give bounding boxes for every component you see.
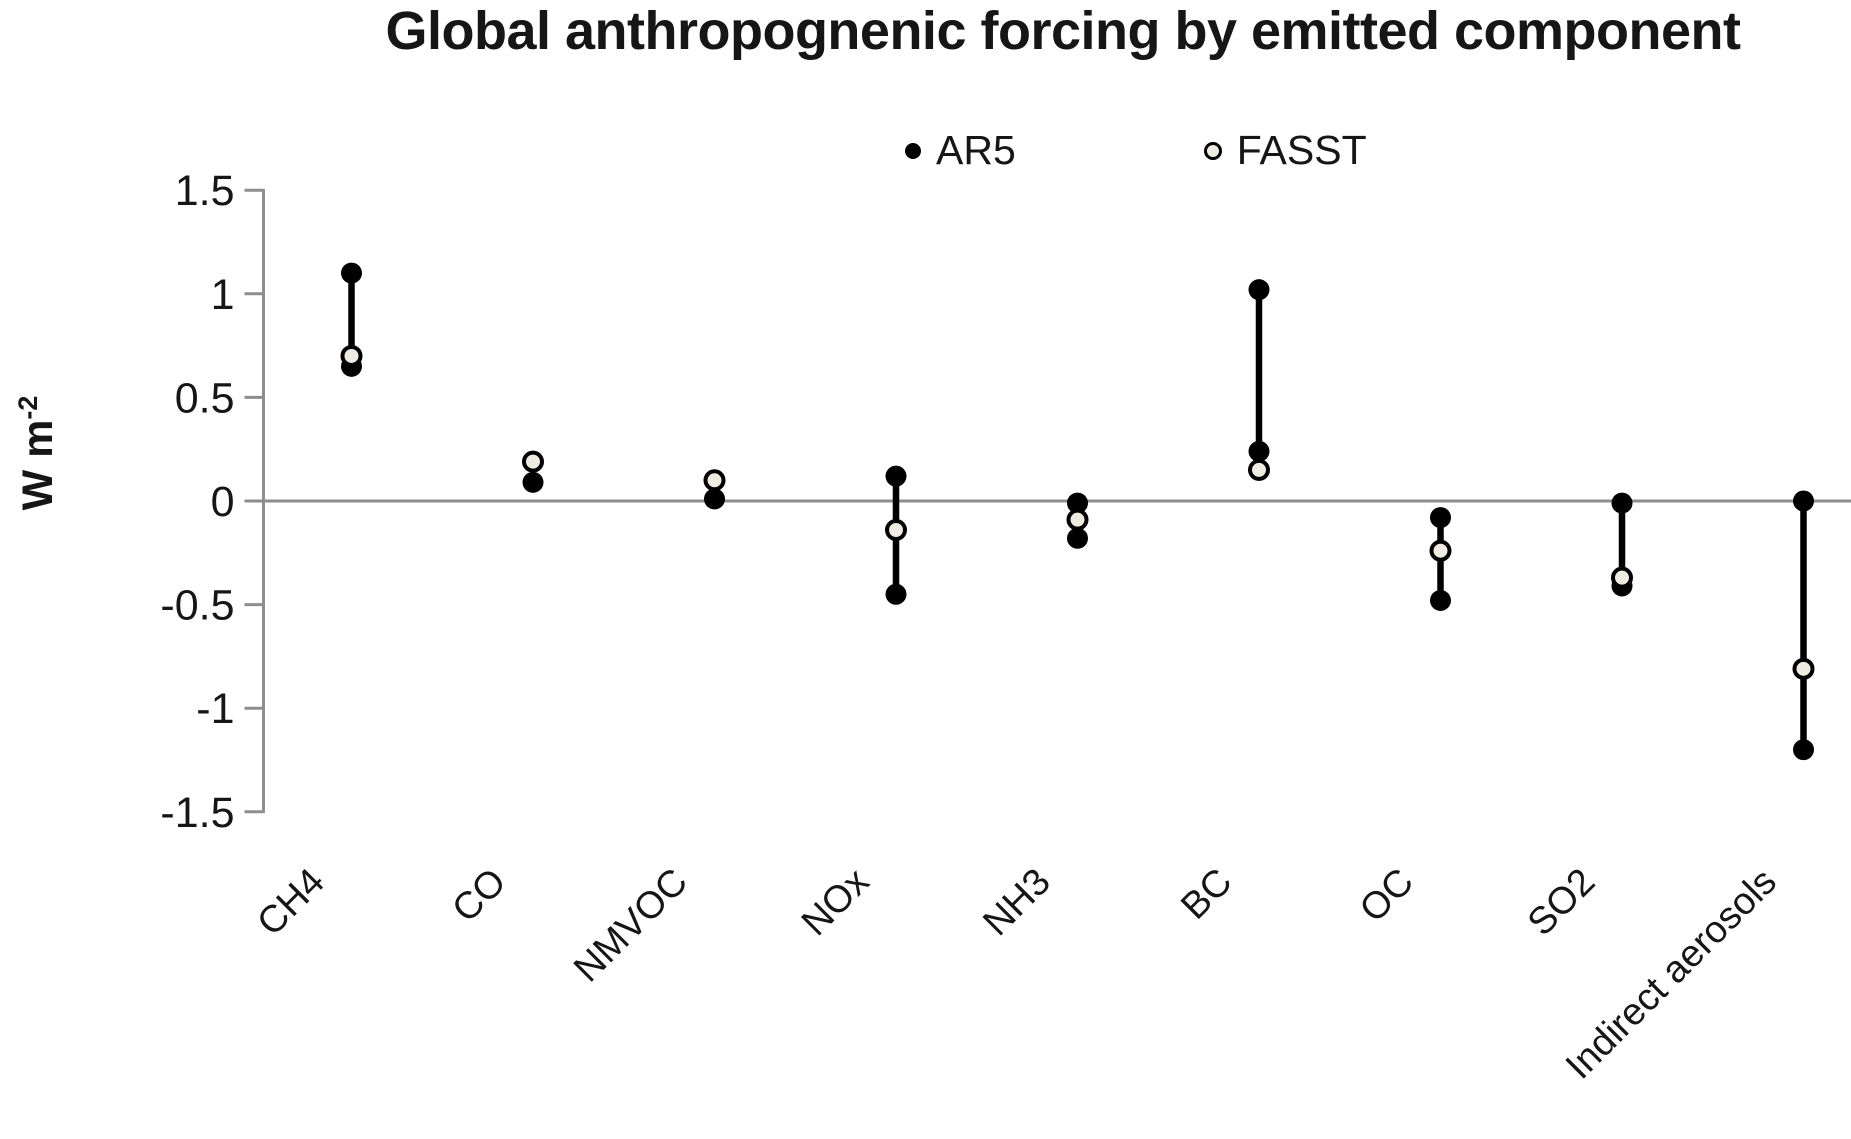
fasst-dot [1611,566,1633,589]
fasst-dot [522,450,544,473]
y-tick-label: 0 [211,478,235,526]
ar5-dot [522,471,544,493]
legend-item-fasst: FASST [1203,127,1367,173]
category-label: OC [1352,861,1422,931]
ar5-dot [1793,490,1814,512]
ar5-dot [341,262,362,284]
ar5-dot [1430,507,1451,529]
legend-item-ar5: AR5 [905,130,1016,171]
ar5-dot [1067,527,1088,549]
chart-title: Global anthropognenic forcing by emitted… [385,1,1741,61]
category-label: CH4 [249,861,332,944]
ar5-filled-dot-icon [905,142,921,159]
ar5-dot [1430,589,1451,611]
fasst-dot [340,344,363,367]
ar5-dot [885,583,907,605]
category-label: NH3 [975,861,1058,944]
y-tick-label: 0.5 [175,374,235,422]
fasst-dot [703,469,726,492]
ar5-dot [1611,492,1633,514]
ar5-dot [885,465,907,487]
fasst-dot [1792,657,1815,680]
ar5-dot [1067,492,1088,514]
y-tick-label: -1 [196,685,234,733]
ar5-dot [704,488,725,510]
ar5-dot [1248,440,1270,462]
category-label: SO2 [1520,861,1603,944]
ar5-dot [1248,279,1270,301]
y-tick-label: -1.5 [160,789,234,837]
category-label: BC [1173,861,1240,928]
fasst-dot [885,519,907,542]
y-tick-label: -0.5 [160,582,234,630]
category-label: NOx [794,861,877,944]
category-label: CO [444,861,514,931]
category-label: NMVOC [566,861,696,991]
ar5-dot [1793,739,1814,761]
fasst-dot [1248,458,1270,481]
legend: AR5 FASST [905,130,1367,171]
fasst-dot [1066,508,1089,531]
legend-label-ar5: AR5 [936,127,1016,173]
fasst-open-dot-icon [1203,141,1222,160]
y-tick-label: 1 [211,271,235,319]
fasst-dot [1429,539,1452,562]
legend-label-fasst: FASST [1236,127,1367,173]
y-tick-label: 1.5 [175,167,235,215]
